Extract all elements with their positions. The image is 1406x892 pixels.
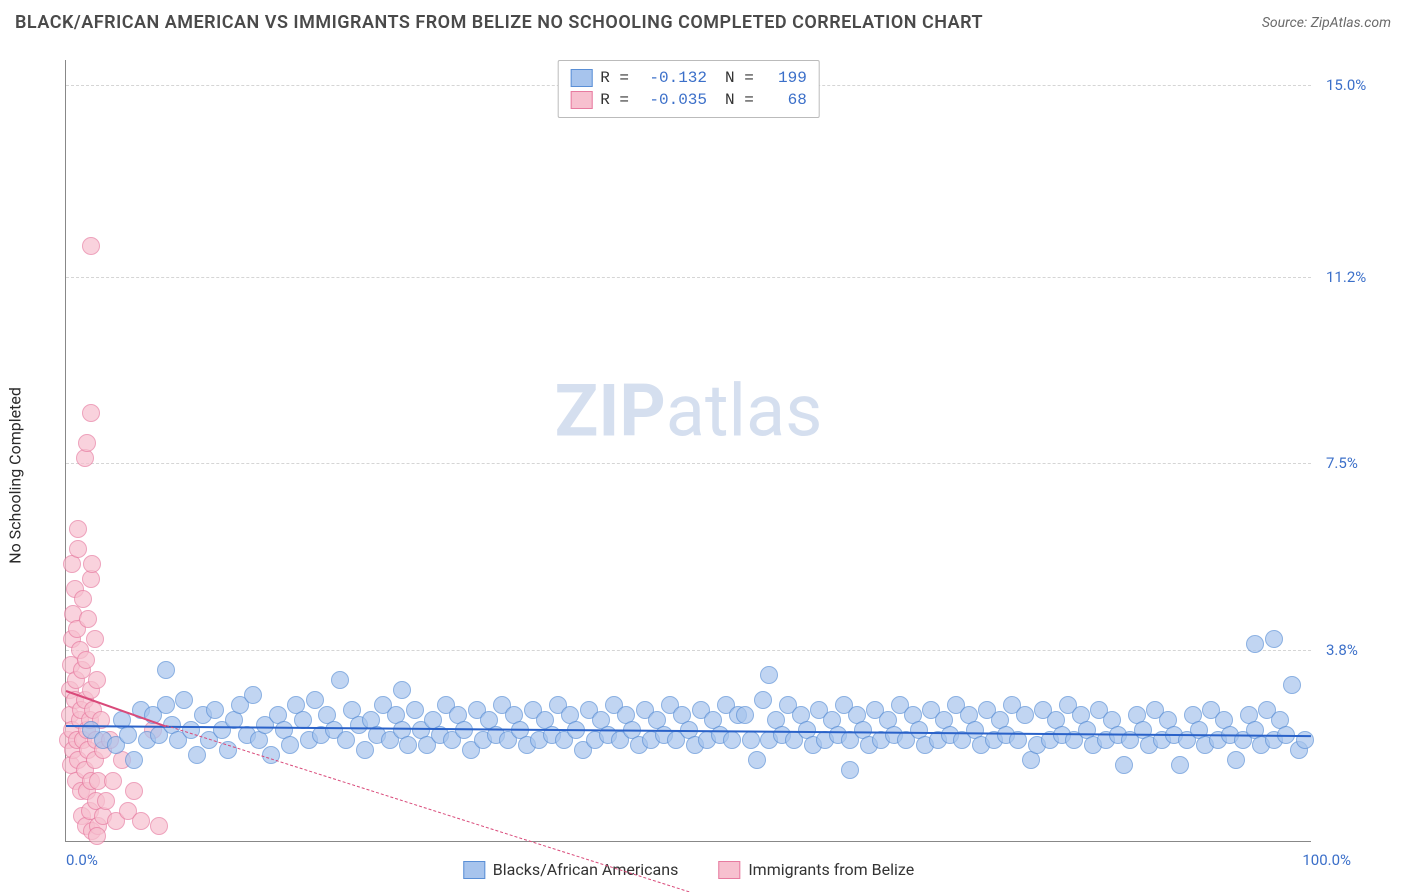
legend-item: Blacks/African Americans [463,860,679,879]
scatter-point-blue [736,706,754,724]
scatter-point-blue [175,691,193,709]
watermark-bold: ZIP [555,369,666,454]
legend-label: Blacks/African Americans [493,860,679,879]
scatter-point-blue [748,751,766,769]
scatter-point-blue [188,746,206,764]
legend-swatch [570,69,592,87]
r-value: -0.035 [637,91,707,109]
n-value: 68 [762,91,807,109]
scatter-point-blue [742,731,760,749]
watermark-rest: atlas [666,369,823,454]
scatter-point-blue [754,691,772,709]
y-tick-label: 11.2% [1326,268,1386,286]
stats-legend-row: R = -0.035 N = 68 [570,89,807,111]
series-legend: Blacks/African Americans Immigrants from … [463,860,914,879]
scatter-point-blue [281,736,299,754]
scatter-point-blue [841,761,859,779]
scatter-point-blue [399,736,417,754]
scatter-point-blue [331,671,349,689]
y-tick-label: 15.0% [1326,76,1386,94]
scatter-point-blue [244,686,262,704]
plot-area: ZIPatlas R =-0.132N =199R =-0.035N =68 B… [65,60,1311,842]
r-label: R = [600,69,629,87]
gridline [66,277,1311,278]
scatter-point-blue [1016,706,1034,724]
chart-container: No Schooling Completed ZIPatlas R =-0.13… [20,40,1396,892]
scatter-point-blue [125,751,143,769]
n-label: N = [725,69,754,87]
scatter-point-pink [125,782,143,800]
scatter-point-blue [1171,756,1189,774]
legend-item: Immigrants from Belize [718,860,914,879]
r-value: -0.132 [637,69,707,87]
gridline [66,650,1311,651]
scatter-point-blue [157,696,175,714]
scatter-point-pink [88,827,106,845]
scatter-point-pink [88,671,106,689]
scatter-point-blue [1265,630,1283,648]
scatter-point-blue [119,726,137,744]
source-label: Source: ZipAtlas.com [1262,15,1391,31]
legend-swatch [718,861,740,879]
scatter-point-blue [157,661,175,679]
scatter-point-pink [86,630,104,648]
scatter-point-blue [760,666,778,684]
scatter-point-blue [306,691,324,709]
scatter-point-blue [1246,635,1264,653]
scatter-point-pink [77,651,95,669]
source-prefix: Source: [1262,15,1311,31]
scatter-point-blue [356,741,374,759]
scatter-point-blue [723,731,741,749]
scatter-point-pink [150,817,168,835]
legend-label: Immigrants from Belize [748,860,914,879]
stats-legend-row: R = -0.132 N = 199 [570,67,807,89]
chart-title: BLACK/AFRICAN AMERICAN VS IMMIGRANTS FRO… [15,12,983,33]
scatter-point-pink [78,434,96,452]
scatter-point-blue [1283,676,1301,694]
watermark: ZIPatlas [555,369,823,454]
gridline [66,463,1311,464]
scatter-point-pink [97,792,115,810]
scatter-point-blue [1227,751,1245,769]
scatter-point-blue [1115,756,1133,774]
x-tick-label: 100.0% [1302,851,1351,869]
source-name: ZipAtlas.com [1311,15,1391,31]
stats-legend: R = -0.132 N = 199 R = -0.035 N = 68 [557,60,820,118]
scatter-point-blue [337,731,355,749]
legend-swatch [463,861,485,879]
scatter-point-pink [82,404,100,422]
y-tick-label: 7.5% [1326,454,1386,472]
scatter-point-pink [69,540,87,558]
scatter-point-pink [82,237,100,255]
y-axis-label: No Schooling Completed [6,387,25,564]
scatter-point-pink [83,555,101,573]
scatter-point-blue [393,681,411,699]
r-label: R = [600,91,629,109]
scatter-point-pink [104,772,122,790]
scatter-point-blue [406,701,424,719]
scatter-point-blue [1296,731,1314,749]
scatter-point-blue [206,701,224,719]
scatter-point-pink [69,520,87,538]
scatter-point-pink [79,610,97,628]
legend-swatch [570,91,592,109]
n-value: 199 [762,69,807,87]
y-tick-label: 3.8% [1326,641,1386,659]
n-label: N = [725,91,754,109]
x-tick-label: 0.0% [66,851,98,869]
scatter-point-pink [132,812,150,830]
scatter-point-pink [74,590,92,608]
